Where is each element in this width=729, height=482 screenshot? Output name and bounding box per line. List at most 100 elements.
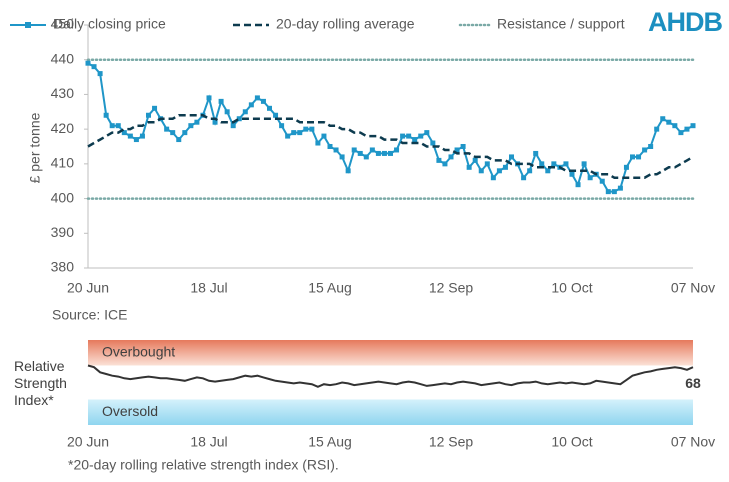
price-marker (176, 137, 182, 143)
price-marker (152, 105, 158, 111)
price-marker (321, 133, 327, 139)
price-marker (388, 150, 393, 156)
price-marker (303, 126, 309, 132)
price-marker (490, 175, 496, 181)
x-tick-label: 18 Jul (190, 434, 227, 450)
price-marker (369, 147, 375, 153)
price-marker (563, 161, 569, 167)
price-marker (617, 185, 623, 191)
price-marker (315, 140, 321, 146)
rsi-band (88, 340, 693, 366)
legend-marker (25, 22, 31, 28)
x-tick-label: 18 Jul (190, 280, 227, 296)
price-marker (188, 123, 194, 129)
price-marker (351, 147, 357, 153)
price-marker (212, 119, 218, 125)
price-marker (164, 126, 170, 132)
price-marker (363, 154, 369, 160)
rsi-band (88, 399, 693, 425)
y-tick-label: 440 (51, 50, 75, 66)
legend-label: Resistance / support (497, 16, 625, 32)
price-marker (684, 126, 690, 132)
x-tick-label: 12 Sep (429, 280, 474, 296)
price-marker (472, 157, 478, 163)
x-tick-label: 10 Oct (551, 280, 592, 296)
price-marker (327, 144, 333, 149)
price-marker (424, 130, 430, 136)
price-marker (291, 130, 297, 136)
price-marker (484, 161, 490, 167)
price-marker (170, 130, 176, 136)
logo: AHDB (648, 7, 722, 37)
price-marker (400, 133, 406, 139)
price-marker (605, 189, 611, 195)
price-marker (539, 161, 545, 167)
price-marker (412, 137, 418, 143)
price-marker (648, 144, 654, 149)
price-marker (103, 112, 109, 118)
price-marker (375, 150, 381, 156)
band-label: Oversold (102, 403, 158, 419)
price-marker (224, 109, 230, 115)
price-marker (460, 144, 466, 149)
price-marker (448, 154, 454, 160)
price-marker (133, 137, 139, 143)
rsi-label: Relative Strength Index* (14, 358, 67, 408)
price-marker (194, 119, 200, 125)
y-tick-label: 390 (51, 224, 75, 240)
price-marker (236, 116, 242, 122)
price-marker (109, 123, 115, 129)
price-marker (660, 116, 666, 122)
price-marker (273, 112, 279, 118)
price-marker (297, 130, 303, 136)
price-marker (115, 123, 121, 129)
price-marker (381, 150, 387, 156)
footnote: *20-day rolling relative strength index … (68, 457, 339, 473)
price-marker (333, 147, 339, 153)
price-marker (248, 102, 254, 108)
price-marker (339, 154, 345, 160)
band-label: Overbought (102, 343, 175, 359)
price-marker (636, 154, 642, 160)
price-marker (406, 133, 412, 139)
price-marker (285, 133, 291, 139)
price-marker (394, 147, 400, 153)
price-marker (146, 112, 151, 118)
price-marker (345, 168, 351, 174)
price-marker (357, 150, 363, 156)
legend-label: 20-day rolling average (276, 16, 415, 32)
price-marker (623, 164, 629, 170)
price-marker (496, 168, 502, 174)
price-marker (260, 98, 266, 104)
price-marker (182, 130, 188, 136)
x-tick-label: 20 Jun (67, 434, 109, 450)
price-marker (527, 168, 533, 174)
price-marker (611, 189, 617, 195)
price-marker (442, 161, 448, 167)
price-marker (418, 133, 424, 139)
price-line (87, 62, 694, 193)
price-marker (587, 175, 593, 181)
source: Source: ICE (52, 307, 127, 323)
price-marker (121, 130, 127, 136)
price-marker (581, 161, 587, 167)
price-marker (254, 95, 260, 101)
price-marker (551, 161, 557, 167)
price-marker (569, 171, 575, 177)
price-marker (642, 147, 648, 153)
rsi-line (87, 364, 694, 388)
legend-label: Daily closing price (53, 16, 166, 32)
price-marker (690, 123, 696, 129)
y-tick-label: 430 (51, 85, 75, 101)
price-marker (533, 150, 539, 156)
average-line (87, 114, 694, 179)
price-marker (206, 95, 212, 101)
price-marker (666, 119, 672, 125)
price-marker (545, 168, 551, 174)
price-marker (85, 60, 91, 66)
x-tick-label: 15 Aug (308, 280, 352, 296)
price-marker (91, 64, 97, 70)
price-marker (575, 182, 581, 188)
